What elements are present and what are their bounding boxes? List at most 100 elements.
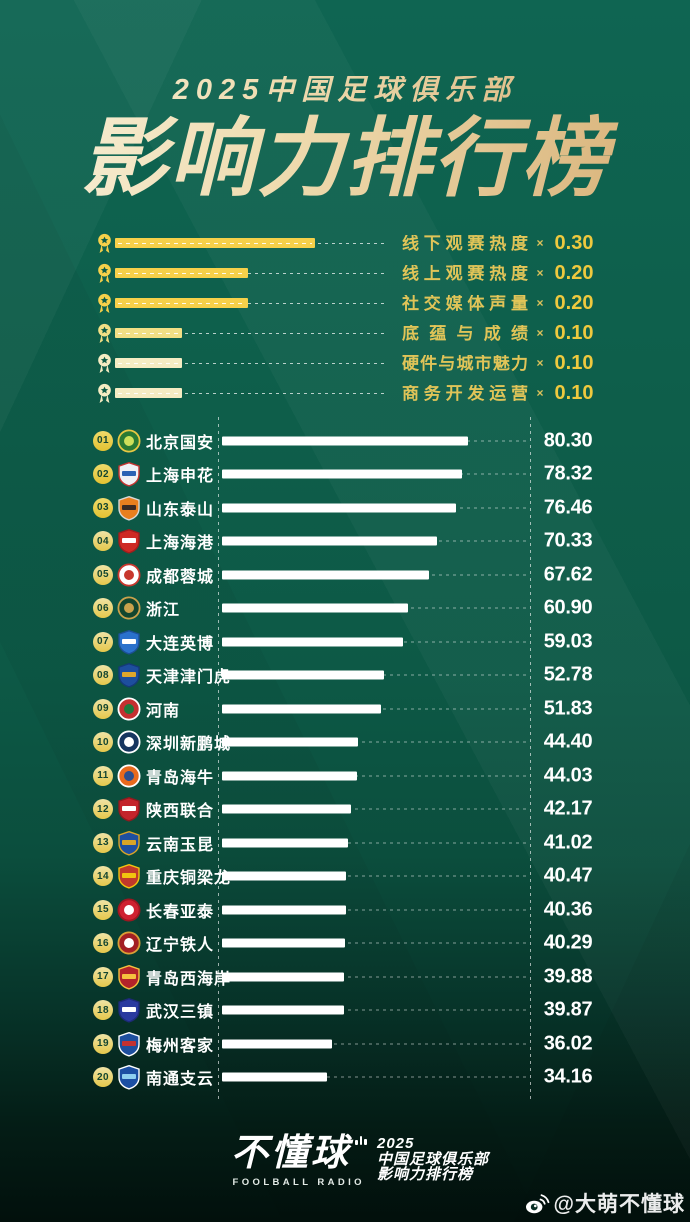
- club-name: 深圳新鹏城: [146, 736, 232, 754]
- score-bar-track: [222, 1039, 530, 1049]
- club-name: 上海海港: [146, 535, 215, 553]
- weight-bar-track: [115, 328, 385, 338]
- ranking-row: 07 大连英博 59.03: [0, 625, 690, 659]
- score-value: 44.40: [543, 730, 593, 753]
- club-logo-icon: [117, 1031, 141, 1057]
- score-bar: [222, 838, 348, 848]
- weight-label: 商务开发运营: [402, 384, 528, 402]
- multiply-sign: ×: [536, 356, 544, 370]
- poster-title: 影响力排行榜: [0, 98, 690, 220]
- club-name: 天津津门虎: [146, 669, 232, 687]
- dotted-leader-line: [222, 1009, 530, 1011]
- score-bar: [222, 905, 346, 915]
- club-logo-icon: [117, 562, 141, 587]
- brand-subtitle: FOOLBALL RADIO: [232, 1177, 365, 1188]
- dotted-leader-line: [222, 808, 530, 810]
- weight-row: 底蕴与成绩 × 0.10: [0, 318, 690, 348]
- club-logo-icon: [117, 428, 141, 453]
- caption-line-league: 中国足球俱乐部: [377, 1150, 490, 1168]
- multiply-sign: ×: [536, 236, 544, 250]
- score-bar-track: [222, 670, 530, 680]
- dotted-leader-line: [222, 909, 530, 911]
- score-bar-track: [222, 436, 530, 446]
- score-bar: [222, 436, 468, 446]
- club-logo-icon: [117, 763, 141, 788]
- weight-row: 硬件与城市魅力 × 0.10: [0, 348, 690, 378]
- dotted-leader-line: [115, 333, 385, 334]
- club-name: 大连英博: [146, 635, 215, 653]
- rank-badge: 07: [93, 631, 113, 652]
- rank-badge: 15: [93, 899, 113, 920]
- score-bar-track: [222, 972, 530, 982]
- rank-badge: 10: [93, 732, 113, 753]
- weight-bar: [115, 238, 316, 248]
- weight-row: 线上观赛热度 × 0.20: [0, 258, 690, 288]
- weight-bar-track: [115, 358, 385, 368]
- club-logo-icon: [117, 864, 141, 889]
- score-bar-track: [222, 804, 530, 814]
- medal-icon: [98, 293, 111, 313]
- club-logo-icon: [117, 495, 141, 521]
- weight-label: 线下观赛热度: [402, 234, 528, 252]
- medal-icon: [98, 263, 111, 283]
- axis-endline: [530, 417, 531, 1101]
- rank-badge: 04: [93, 531, 113, 552]
- watermark-text: @大萌不懂球: [553, 1193, 685, 1216]
- score-value: 52.78: [543, 663, 593, 686]
- rank-badge: 12: [93, 799, 113, 820]
- score-bar: [222, 1005, 344, 1015]
- club-name: 辽宁铁人: [146, 937, 215, 955]
- score-value: 78.32: [543, 462, 593, 485]
- dotted-leader-line: [222, 976, 530, 978]
- weight-bar-track: [115, 238, 385, 248]
- score-bar-track: [222, 938, 530, 948]
- weight-value: 0.10: [554, 381, 594, 404]
- dotted-leader-line: [222, 1076, 530, 1078]
- score-bar: [222, 469, 462, 479]
- rank-badge: 17: [93, 966, 113, 987]
- weight-row: 商务开发运营 × 0.10: [0, 378, 690, 408]
- weight-bar: [115, 388, 182, 398]
- multiply-sign: ×: [536, 296, 544, 310]
- dotted-leader-line: [222, 741, 530, 743]
- club-logo-icon: [117, 462, 141, 487]
- caption-line-rank: 影响力排行榜: [377, 1166, 474, 1183]
- weight-bar: [115, 298, 249, 308]
- ranking-row: 13 云南玉昆 41.02: [0, 826, 690, 860]
- rank-badge: 01: [93, 430, 113, 451]
- rank-badge: 06: [93, 598, 113, 619]
- rank-badge: 16: [93, 933, 113, 954]
- score-value: 59.03: [543, 630, 593, 653]
- score-value: 36.02: [543, 1032, 593, 1055]
- ranking-row: 19 梅州客家 36.02: [0, 1027, 690, 1061]
- axis-baseline: [218, 417, 219, 1101]
- ranking-row: 06 浙江 60.90: [0, 592, 690, 626]
- footer-caption: 2025 中国足球俱乐部 影响力排行榜: [377, 1136, 489, 1183]
- score-bar-track: [222, 570, 530, 580]
- weight-value: 0.20: [554, 261, 594, 284]
- dotted-leader-line: [222, 775, 530, 777]
- score-value: 40.29: [543, 931, 593, 954]
- dotted-leader-line: [222, 842, 530, 844]
- ranking-rows: 01 北京国安 80.30 02 上海申花 78.32 03 山东泰山 76.4…: [0, 424, 690, 1094]
- dotted-leader-line: [222, 942, 530, 944]
- score-bar-track: [222, 871, 530, 881]
- rank-badge: 05: [93, 564, 113, 585]
- ranking-row: 17 青岛西海岸 39.88: [0, 960, 690, 994]
- club-name: 南通支云: [146, 1071, 215, 1089]
- club-name: 武汉三镇: [146, 1004, 215, 1022]
- rank-badge: 09: [93, 698, 113, 719]
- weights-legend: 线下观赛热度 × 0.30 线上观赛热度 × 0.20 社交媒体声量 × 0: [0, 228, 690, 408]
- score-bar-track: [222, 905, 530, 915]
- weight-label: 硬件与城市魅力: [402, 354, 528, 372]
- poster-kicker: 2025中国足球俱乐部: [0, 76, 690, 105]
- medal-icon: [98, 323, 111, 343]
- score-value: 67.62: [543, 563, 593, 586]
- score-bar: [222, 737, 358, 747]
- rank-badge: 14: [93, 866, 113, 887]
- club-logo-icon: [117, 830, 141, 856]
- ranking-row: 08 天津津门虎 52.78: [0, 659, 690, 693]
- ranking-row: 11 青岛海牛 44.03: [0, 759, 690, 793]
- score-bar: [222, 570, 429, 580]
- score-value: 39.87: [543, 998, 593, 1021]
